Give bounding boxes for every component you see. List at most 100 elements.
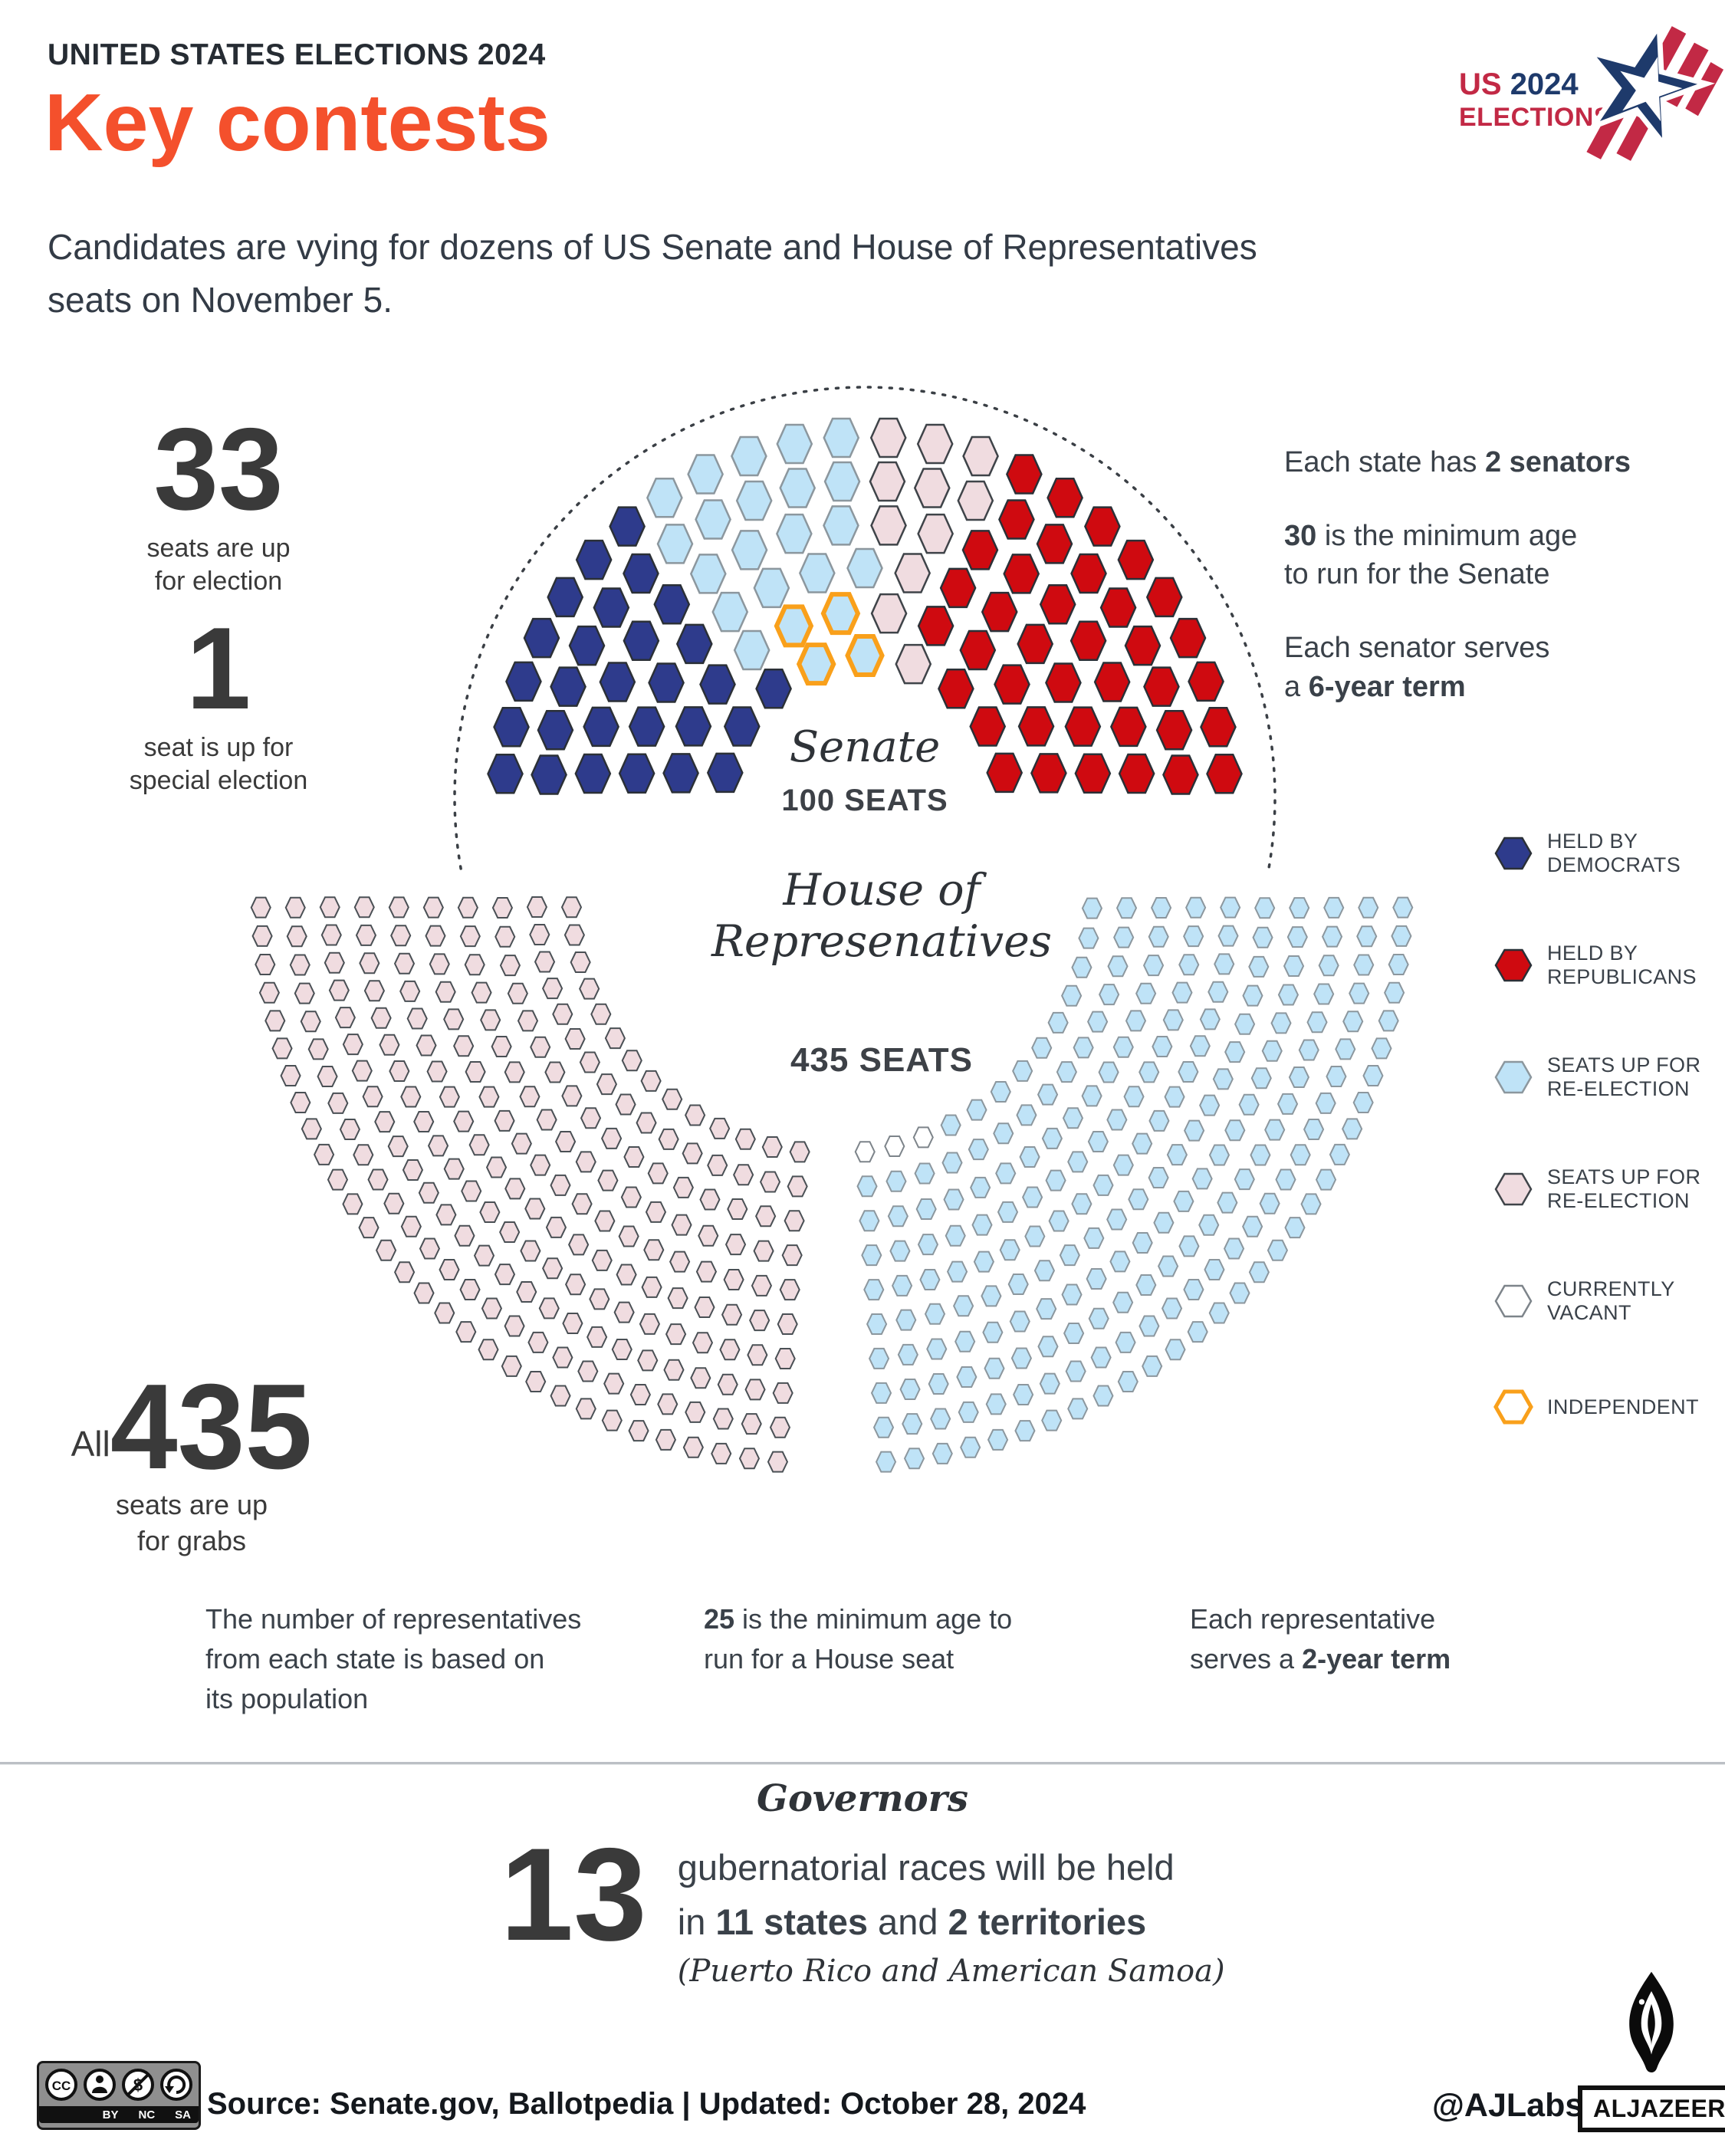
house-seat <box>453 1110 475 1132</box>
house-seat <box>434 1302 455 1324</box>
house-seat <box>1183 1278 1204 1300</box>
house-seat <box>307 1038 329 1060</box>
house-seat <box>328 979 350 1001</box>
house-seat <box>426 1060 448 1083</box>
legend-label: SEATS UP FOR RE-ELECTION <box>1547 1053 1701 1101</box>
house-seat <box>379 1034 400 1056</box>
legend-label: SEATS UP FOR RE-ELECTION <box>1547 1165 1701 1213</box>
house-seat <box>1166 1144 1188 1166</box>
house-seat <box>1286 926 1308 948</box>
senate-seat <box>913 468 951 508</box>
house-seat <box>594 1210 616 1232</box>
house-seat <box>530 1154 551 1176</box>
house-seat <box>995 1162 1017 1185</box>
house-seat <box>1229 1282 1250 1304</box>
house-seat <box>982 1321 1004 1343</box>
house-seat <box>1284 1217 1306 1239</box>
house-seat <box>1135 982 1157 1004</box>
house-seat <box>579 978 600 1000</box>
house-seat <box>734 1128 756 1150</box>
house-seat <box>597 1169 619 1191</box>
house-seat <box>536 1109 557 1131</box>
house-seat <box>1135 1274 1157 1296</box>
senate-seat <box>1162 754 1199 795</box>
legend-item-3: SEATS UP FOR RE-ELECTION <box>1493 1165 1723 1213</box>
house-seat <box>1349 982 1370 1004</box>
house-seat <box>491 896 514 919</box>
house-seat <box>413 1282 435 1304</box>
house-seat <box>1267 1239 1289 1261</box>
house-seat <box>1037 1083 1059 1106</box>
house-seat <box>971 1214 993 1236</box>
house-seat <box>1315 1168 1337 1191</box>
house-seat <box>1335 1038 1356 1060</box>
senate-seat <box>776 423 813 465</box>
house-seat <box>672 1176 694 1198</box>
house-seat <box>1342 1118 1363 1140</box>
house-seat <box>1303 1119 1325 1141</box>
house-seat <box>290 1092 311 1114</box>
legend-label: HELD BY DEMOCRATS <box>1547 830 1681 877</box>
house-seat <box>453 1035 475 1057</box>
house-seat <box>435 981 456 1003</box>
house-seat <box>1313 983 1335 1005</box>
house-seat <box>416 1034 437 1057</box>
house-seat <box>628 1420 649 1442</box>
house-seat <box>1138 1061 1160 1083</box>
house-seat <box>712 1408 734 1430</box>
house-seat <box>1081 897 1103 919</box>
senate-seat <box>706 752 744 794</box>
house-seat <box>999 1239 1020 1261</box>
house-seat <box>694 1297 715 1319</box>
house-seat <box>1173 1190 1194 1212</box>
house-seat <box>755 1205 777 1228</box>
house-seat <box>647 1162 669 1185</box>
senate-seat <box>775 513 813 554</box>
house-seat <box>1142 1355 1163 1377</box>
house-seat <box>966 1099 987 1121</box>
senate-seat <box>1118 753 1155 794</box>
senate-seat <box>1117 539 1155 580</box>
house-seat <box>1083 1227 1105 1249</box>
house-seat <box>1165 1339 1186 1361</box>
house-seat <box>1283 955 1305 977</box>
house-seat <box>1383 981 1405 1004</box>
house-seat <box>501 1355 522 1377</box>
house-seat <box>544 1061 566 1083</box>
senate-seat <box>531 754 567 795</box>
senate-seat <box>1143 666 1180 707</box>
house-seat <box>1112 1154 1134 1176</box>
house-seat <box>868 1347 890 1369</box>
house-seat <box>575 1151 596 1173</box>
house-seat <box>615 1093 636 1116</box>
house-seat <box>1217 925 1239 947</box>
house-seat <box>1067 1151 1089 1173</box>
cc-sa-label: SA <box>175 2108 191 2121</box>
house-seat <box>1250 1144 1271 1166</box>
house-seat <box>1321 925 1343 948</box>
house-seat <box>400 1215 422 1237</box>
legend-item-2: SEATS UP FOR RE-ELECTION <box>1493 1053 1723 1101</box>
house-seat <box>1264 1119 1286 1141</box>
house-chart-subtitle: 435 SEATS <box>790 1041 974 1079</box>
house-seat <box>772 1382 794 1404</box>
aljazeera-wordmark: ALJAZEERA <box>1593 2095 1725 2122</box>
house-seat <box>1362 1065 1384 1087</box>
house-seat <box>1356 925 1378 948</box>
house-seat <box>575 1398 596 1420</box>
house-seat <box>1300 1193 1322 1215</box>
senate-seat <box>823 461 861 502</box>
house-seat <box>560 896 583 919</box>
house-seat <box>719 1339 741 1361</box>
house-seat <box>717 1373 738 1395</box>
house-seat <box>886 1170 907 1192</box>
house-seat <box>1248 955 1270 978</box>
house-seat <box>859 1210 880 1232</box>
house-seat <box>787 1175 808 1198</box>
house-seat <box>400 1086 422 1108</box>
senate-seat <box>917 513 955 554</box>
legend-hex <box>1494 948 1533 982</box>
house-seat <box>1261 1040 1283 1062</box>
house-seat <box>889 1240 911 1262</box>
house-seat <box>375 1239 397 1261</box>
